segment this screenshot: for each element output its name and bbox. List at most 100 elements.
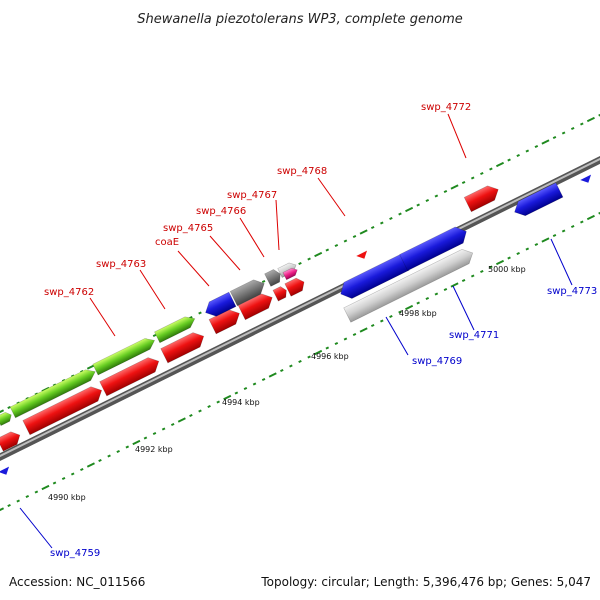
inner-tick-mark (252, 382, 257, 386)
outer-tick-mark (434, 194, 439, 198)
label-swp-4759: swp_4759 (50, 548, 100, 559)
outer-tick-mark (307, 257, 311, 261)
map-title: Shewanella piezotolerans WP3, complete g… (137, 12, 463, 27)
tick-label-5000: 5000 kbp (488, 265, 526, 274)
gene-red (160, 332, 205, 364)
inner-tick-mark (416, 301, 420, 305)
label-swp-4767: swp_4767 (227, 190, 277, 201)
outer-tick-mark (152, 333, 157, 338)
gene-lightgray (277, 262, 297, 278)
label-coaE: coaE (155, 237, 179, 248)
outer-tick-mark (343, 239, 348, 243)
outer-tick-mark (261, 279, 266, 284)
accession-text: Accession: NC_011566 (9, 575, 145, 589)
label-swp-4772: swp_4772 (421, 102, 471, 113)
inner-tick-mark (268, 372, 277, 378)
gene-gray (264, 269, 281, 287)
label-swp-4769: swp_4769 (412, 356, 462, 367)
inner-tick-mark (25, 494, 30, 499)
gene-green (92, 338, 156, 376)
outer-tick-mark (541, 139, 550, 145)
outer-tick-mark (298, 261, 302, 266)
inner-tick-mark (198, 409, 202, 413)
inner-tick-mark (434, 292, 439, 296)
inner-tick-mark (450, 282, 459, 288)
gene-blue (514, 182, 564, 217)
inner-tick-mark (261, 377, 266, 382)
outer-tick-mark (570, 126, 575, 131)
inner-tick-track (0, 211, 600, 513)
outer-tick-mark (470, 176, 475, 180)
genome-backbone-highlight (0, 157, 600, 458)
inner-tick-mark (541, 237, 550, 243)
gene-blue (399, 226, 467, 271)
outer-tick-mark (489, 167, 493, 171)
inner-tick-mark (177, 417, 186, 423)
gene-red (463, 185, 499, 213)
red-leader-lines (89, 113, 467, 337)
inner-tick-mark (116, 449, 120, 454)
inner-tick-mark (507, 256, 511, 260)
outer-tick-mark (507, 158, 511, 162)
inner-tick-mark (343, 337, 348, 341)
inner-tick-mark (561, 229, 566, 233)
inner-tick-mark (325, 346, 330, 350)
gene-red (22, 386, 103, 436)
genome-stats-text: Topology: circular; Length: 5,396,476 bp… (260, 575, 591, 589)
inner-tick-mark (289, 364, 293, 368)
gene-green (154, 316, 196, 344)
outer-tick-mark (405, 206, 414, 213)
gene-gray (229, 279, 265, 307)
inner-tick-mark (132, 439, 141, 446)
inner-tick-mark (516, 251, 520, 256)
gene-pink (282, 267, 298, 281)
gene-blue-marker (0, 466, 10, 475)
outer-tick-mark (7, 405, 11, 410)
gene-red (272, 286, 287, 302)
inner-tick-mark (495, 259, 505, 266)
inner-tick-mark (98, 458, 102, 463)
inner-tick-mark (280, 368, 284, 373)
inner-tick-mark (470, 274, 475, 278)
inner-tick-mark (216, 400, 220, 404)
outer-tick-mark (352, 234, 357, 239)
outer-tick-mark (525, 149, 530, 153)
outer-tick-mark (480, 171, 484, 176)
inner-tick-mark (189, 413, 193, 418)
outer-tick-mark (370, 225, 375, 230)
inner-tick-mark (570, 224, 575, 229)
inner-tick-mark (307, 355, 311, 359)
inner-tick-mark (359, 327, 368, 333)
inner-tick-mark (52, 481, 57, 485)
label-swp-4768: swp_4768 (277, 166, 327, 177)
inner-tick-mark (125, 445, 130, 449)
outer-tick-mark (443, 189, 448, 194)
outer-tick-mark (461, 180, 466, 185)
gene-red (99, 357, 160, 397)
inner-tick-mark (443, 287, 448, 292)
outer-tick-mark (86, 364, 95, 370)
inner-tick-mark (61, 476, 66, 481)
blue-leader-lines (19, 238, 573, 549)
inner-tick-mark (552, 233, 557, 238)
inner-tick-mark (143, 436, 148, 440)
label-swp-4773: swp_4773 (547, 286, 597, 297)
tick-label-4998: 4998 kbp (399, 309, 437, 318)
inner-tick-mark (70, 472, 75, 476)
inner-tick-mark (405, 304, 414, 311)
tick-label-4996: 4996 kbp (311, 352, 349, 361)
tick-label-4992: 4992 kbp (135, 445, 173, 454)
inner-tick-mark (525, 247, 530, 251)
outer-tick-mark (561, 131, 566, 135)
inner-tick-mark (534, 242, 539, 247)
outer-tick-mark (325, 248, 330, 252)
outer-tick-mark (586, 116, 595, 123)
outer-tick-mark (516, 153, 520, 158)
inner-tick-mark (34, 490, 39, 494)
inner-tick-mark (234, 391, 239, 395)
gene-features (0, 174, 592, 475)
inner-tick-mark (152, 431, 157, 436)
outer-tick-mark (416, 203, 420, 207)
inner-tick-mark (86, 462, 95, 468)
